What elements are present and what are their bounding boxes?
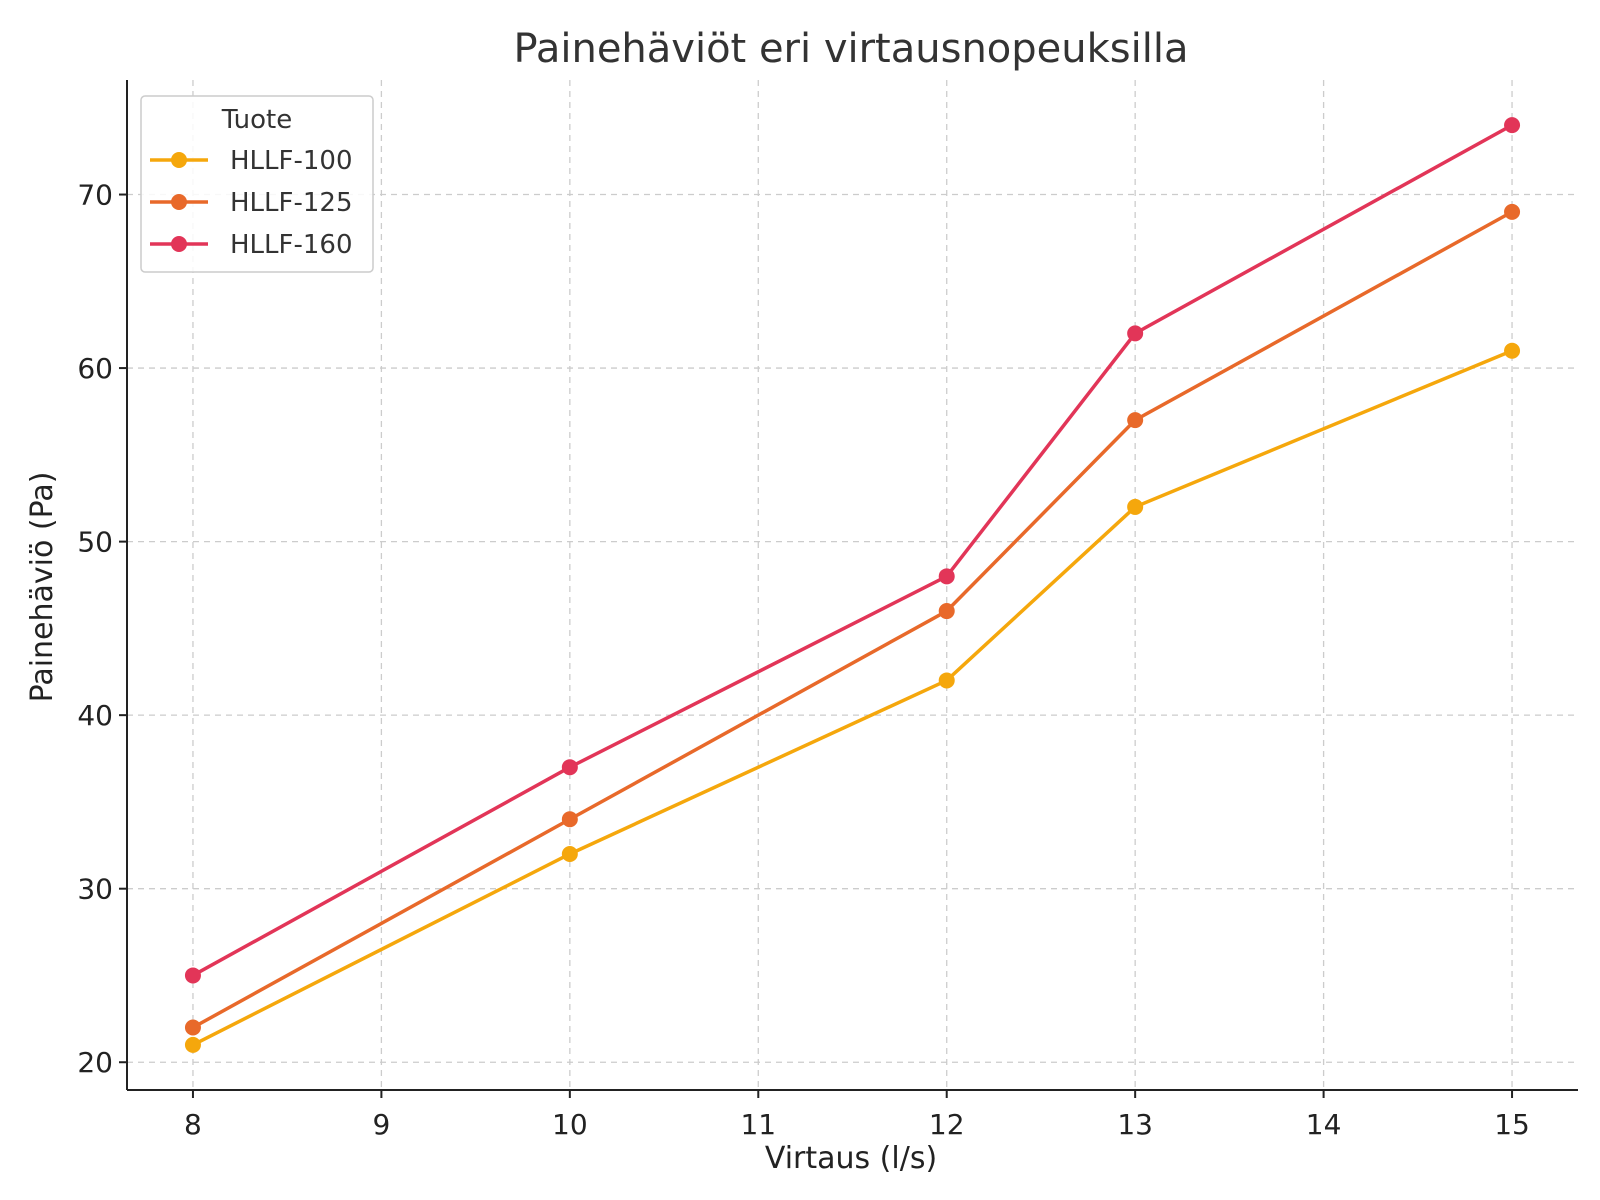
series-line-hllf-100 (192, 349, 1513, 1047)
data-point-hllf-100 (1127, 498, 1144, 515)
x-tick-label: 11 (740, 1108, 776, 1141)
legend-label: HLLF-100 (230, 146, 352, 176)
data-point-hllf-100 (561, 845, 578, 862)
series-layer (184, 117, 1521, 1053)
y-tick-label: 40 (77, 699, 113, 732)
data-point-hllf-125 (184, 1019, 201, 1036)
y-tick-label: 30 (77, 873, 113, 906)
data-point-hllf-160 (184, 967, 201, 984)
legend-label: HLLF-160 (230, 230, 352, 260)
series-hllf-160 (184, 117, 1521, 984)
legend-swatch-marker (171, 152, 187, 168)
data-point-hllf-160 (1504, 117, 1521, 134)
y-tick-label: 60 (77, 352, 113, 385)
y-tick-label: 20 (77, 1046, 113, 1079)
data-point-hllf-125 (1127, 412, 1144, 429)
legend-entries: HLLF-100 HLLF-125 HLLF-160 (150, 146, 352, 260)
tick-labels: 8 9 10 11 12 13 14 15 20 30 40 50 60 70 (77, 179, 1530, 1141)
legend: Tuote HLLF-100 HLLF-125 HLLF-160 (140, 95, 374, 273)
legend-item-hllf-160: HLLF-160 (150, 230, 352, 260)
series-hllf-125 (184, 203, 1521, 1036)
x-tick-label: 9 (372, 1108, 390, 1141)
data-point-hllf-125 (938, 603, 955, 620)
series-line-hllf-125 (192, 210, 1513, 1030)
legend-item-hllf-125: HLLF-125 (150, 188, 352, 218)
legend-item-hllf-100: HLLF-100 (150, 146, 352, 176)
y-axis-label: Painehäviö (Pa) (25, 472, 60, 703)
data-point-hllf-125 (561, 811, 578, 828)
x-tick-label: 10 (552, 1108, 588, 1141)
data-point-hllf-100 (1504, 342, 1521, 359)
legend-label: HLLF-125 (230, 188, 352, 218)
legend-swatch-marker (171, 236, 187, 252)
data-point-hllf-160 (938, 568, 955, 585)
x-axis-label: Virtaus (l/s) (765, 1141, 937, 1176)
axes (119, 80, 1578, 1098)
y-tick-label: 70 (77, 179, 113, 212)
data-point-hllf-100 (184, 1036, 201, 1053)
data-point-hllf-125 (1504, 203, 1521, 220)
series-hllf-100 (184, 342, 1521, 1053)
data-point-hllf-160 (561, 759, 578, 776)
x-tick-label: 15 (1494, 1108, 1530, 1141)
series-line-hllf-160 (192, 123, 1513, 977)
chart-title: Painehäviöt eri virtausnopeuksilla (514, 26, 1189, 72)
legend-swatch-marker (171, 194, 187, 210)
data-point-hllf-100 (938, 672, 955, 689)
x-tick-label: 8 (184, 1108, 202, 1141)
legend-title: Tuote (221, 105, 293, 135)
legend-box (140, 95, 374, 273)
x-tick-label: 13 (1117, 1108, 1153, 1141)
y-tick-label: 50 (77, 526, 113, 559)
data-point-hllf-160 (1127, 325, 1144, 342)
x-tick-label: 14 (1306, 1108, 1342, 1141)
x-tick-label: 12 (929, 1108, 965, 1141)
